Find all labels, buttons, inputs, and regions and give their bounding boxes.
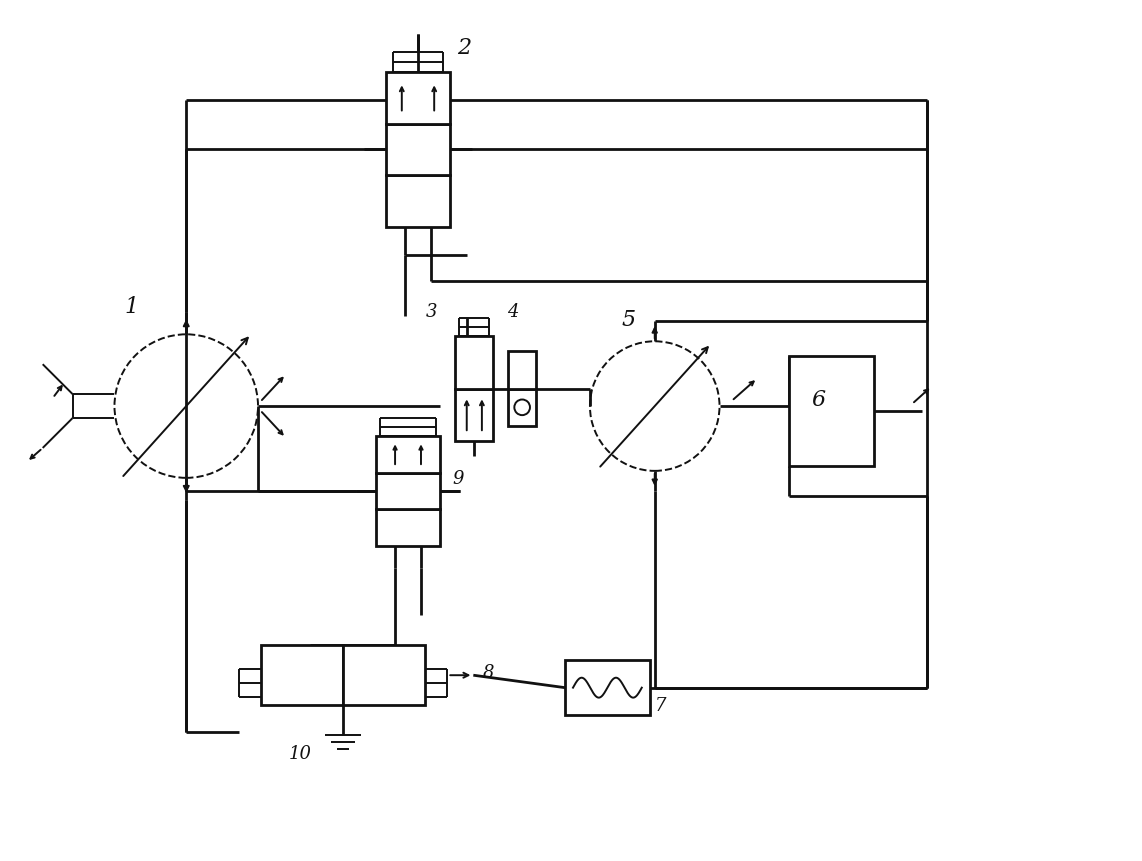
Bar bbox=[376, 473, 441, 510]
Bar bbox=[344, 646, 426, 705]
Text: 10: 10 bbox=[289, 744, 312, 762]
Bar bbox=[456, 337, 493, 389]
Text: 6: 6 bbox=[811, 388, 826, 411]
Bar bbox=[386, 176, 450, 227]
Bar bbox=[376, 437, 441, 473]
Text: 2: 2 bbox=[457, 37, 472, 59]
Bar bbox=[386, 125, 450, 176]
Bar bbox=[565, 660, 650, 715]
Text: 9: 9 bbox=[452, 469, 464, 487]
Text: 1: 1 bbox=[124, 296, 138, 318]
Text: 3: 3 bbox=[426, 303, 437, 321]
Text: 7: 7 bbox=[654, 697, 666, 715]
Bar bbox=[456, 389, 493, 442]
Bar bbox=[508, 352, 536, 389]
Bar bbox=[386, 73, 450, 125]
Bar bbox=[376, 510, 441, 546]
Text: 5: 5 bbox=[622, 309, 636, 331]
Bar bbox=[789, 356, 874, 467]
Bar bbox=[508, 389, 536, 426]
Text: 4: 4 bbox=[507, 303, 518, 321]
Text: 8: 8 bbox=[482, 664, 493, 681]
Bar bbox=[262, 646, 344, 705]
